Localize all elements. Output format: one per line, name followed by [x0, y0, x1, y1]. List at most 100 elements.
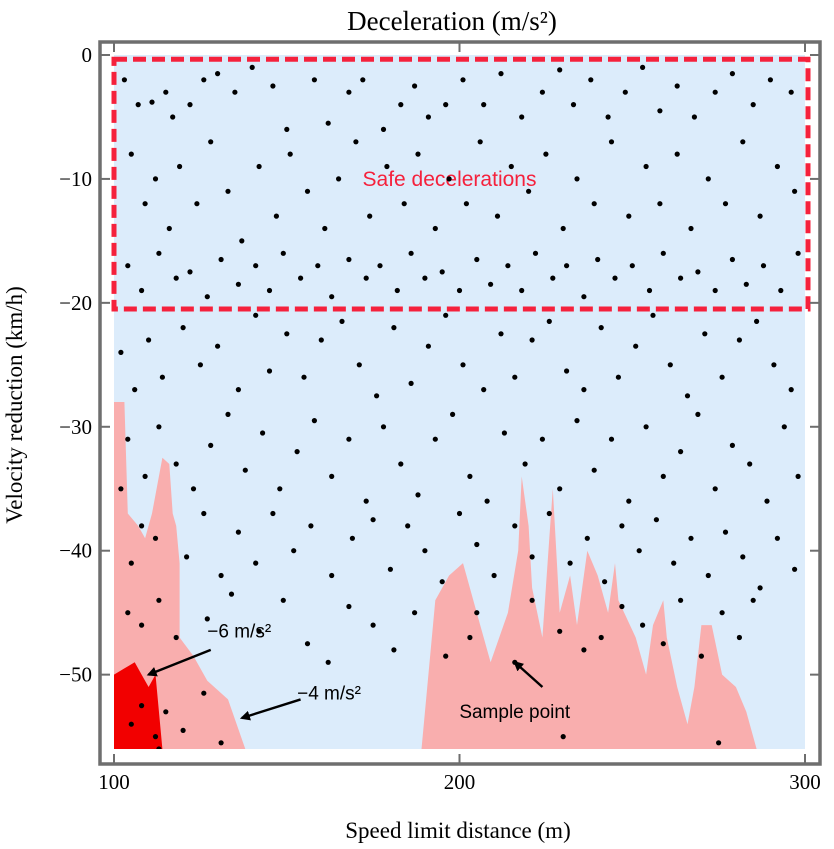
data-point-217: [291, 548, 297, 554]
data-point-104: [439, 269, 445, 275]
data-point-147: [460, 362, 466, 368]
data-point-109: [519, 287, 525, 294]
data-point-3: [149, 99, 155, 105]
data-point-47: [208, 139, 214, 145]
data-point-102: [408, 250, 414, 256]
data-point-95: [298, 275, 304, 281]
data-point-93: [266, 287, 273, 294]
data-point-252: [256, 628, 262, 634]
data-point-97: [329, 294, 335, 300]
data-point-68: [543, 151, 549, 157]
data-point-227: [474, 541, 480, 548]
data-point-101: [394, 287, 400, 294]
data-point-200: [695, 411, 701, 417]
data-point-69: [560, 225, 566, 232]
data-point-284: [156, 746, 162, 749]
y-tick-label-6: −50: [59, 663, 92, 687]
data-point-83: [792, 188, 798, 194]
chart-title: Deceleration (m/s²): [347, 6, 557, 36]
data-point-254: [304, 641, 311, 647]
data-point-72: [608, 139, 615, 145]
data-point-161: [702, 331, 708, 337]
data-point-113: [581, 294, 587, 300]
data-point-211: [184, 554, 190, 560]
data-point-116: [629, 263, 635, 269]
data-point-100: [377, 263, 383, 269]
data-point-119: [678, 275, 684, 281]
data-point-239: [688, 535, 694, 541]
data-point-164: [754, 318, 760, 324]
data-point-196: [626, 498, 632, 504]
data-point-124: [760, 263, 767, 269]
data-point-8: [215, 71, 221, 77]
data-point-174: [242, 467, 248, 473]
data-point-37: [729, 71, 736, 77]
data-point-173: [225, 411, 231, 417]
data-point-205: [781, 424, 787, 430]
data-point-90: [218, 256, 224, 263]
data-point-220: [349, 535, 355, 541]
data-point-184: [415, 492, 421, 498]
data-point-181: [363, 498, 369, 504]
data-point-166: [788, 387, 794, 393]
data-point-134: [235, 387, 241, 393]
data-point-71: [591, 201, 597, 207]
data-point-223: [405, 523, 411, 529]
data-point-251: [228, 591, 235, 597]
data-point-85: [139, 287, 145, 294]
data-point-60: [415, 151, 421, 157]
data-point-5: [170, 114, 176, 120]
data-point-10: [249, 64, 255, 70]
data-point-114: [595, 256, 601, 263]
data-point-140: [339, 318, 345, 324]
data-point-51: [273, 213, 279, 219]
data-point-127: [118, 349, 124, 355]
data-point-193: [574, 418, 580, 424]
data-point-6: [187, 102, 193, 108]
data-point-238: [671, 560, 677, 566]
data-point-247: [139, 622, 145, 628]
data-point-141: [356, 362, 362, 368]
data-point-241: [722, 529, 729, 535]
data-point-258: [391, 647, 397, 653]
data-point-34: [674, 83, 680, 89]
data-point-229: [512, 523, 518, 529]
data-point-281: [201, 690, 207, 696]
data-point-35: [691, 114, 698, 120]
data-point-31: [622, 89, 628, 95]
data-point-67: [526, 188, 532, 194]
data-point-209: [139, 523, 145, 529]
data-point-179: [329, 473, 335, 479]
data-point-49: [239, 238, 245, 244]
data-point-240: [705, 572, 711, 579]
data-point-187: [467, 473, 473, 479]
data-point-274: [736, 634, 743, 641]
data-point-20: [425, 114, 431, 120]
annotation-3-label: Sample point: [459, 702, 571, 723]
data-point-76: [674, 151, 680, 157]
data-point-23: [481, 102, 487, 108]
data-point-185: [432, 436, 438, 442]
data-point-221: [370, 517, 376, 523]
annotation-1-label: −6 m/s²: [207, 621, 271, 642]
data-point-204: [764, 498, 770, 504]
data-point-96: [315, 263, 321, 269]
data-point-57: [367, 213, 373, 219]
data-point-137: [284, 331, 290, 337]
data-point-269: [640, 622, 646, 628]
data-point-128: [132, 387, 138, 393]
data-point-226: [456, 510, 463, 517]
data-point-92: [253, 263, 259, 269]
data-point-177: [294, 449, 300, 455]
data-point-190: [522, 461, 528, 467]
data-point-150: [512, 374, 518, 380]
data-point-167: [125, 436, 131, 442]
data-point-129: [146, 337, 152, 343]
data-point-162: [719, 374, 725, 380]
plot-frame: [98, 40, 822, 766]
data-point-202: [729, 442, 736, 448]
data-point-33: [657, 108, 663, 114]
data-point-25: [519, 114, 525, 120]
data-point-118: [660, 250, 666, 256]
data-point-153: [564, 368, 570, 374]
